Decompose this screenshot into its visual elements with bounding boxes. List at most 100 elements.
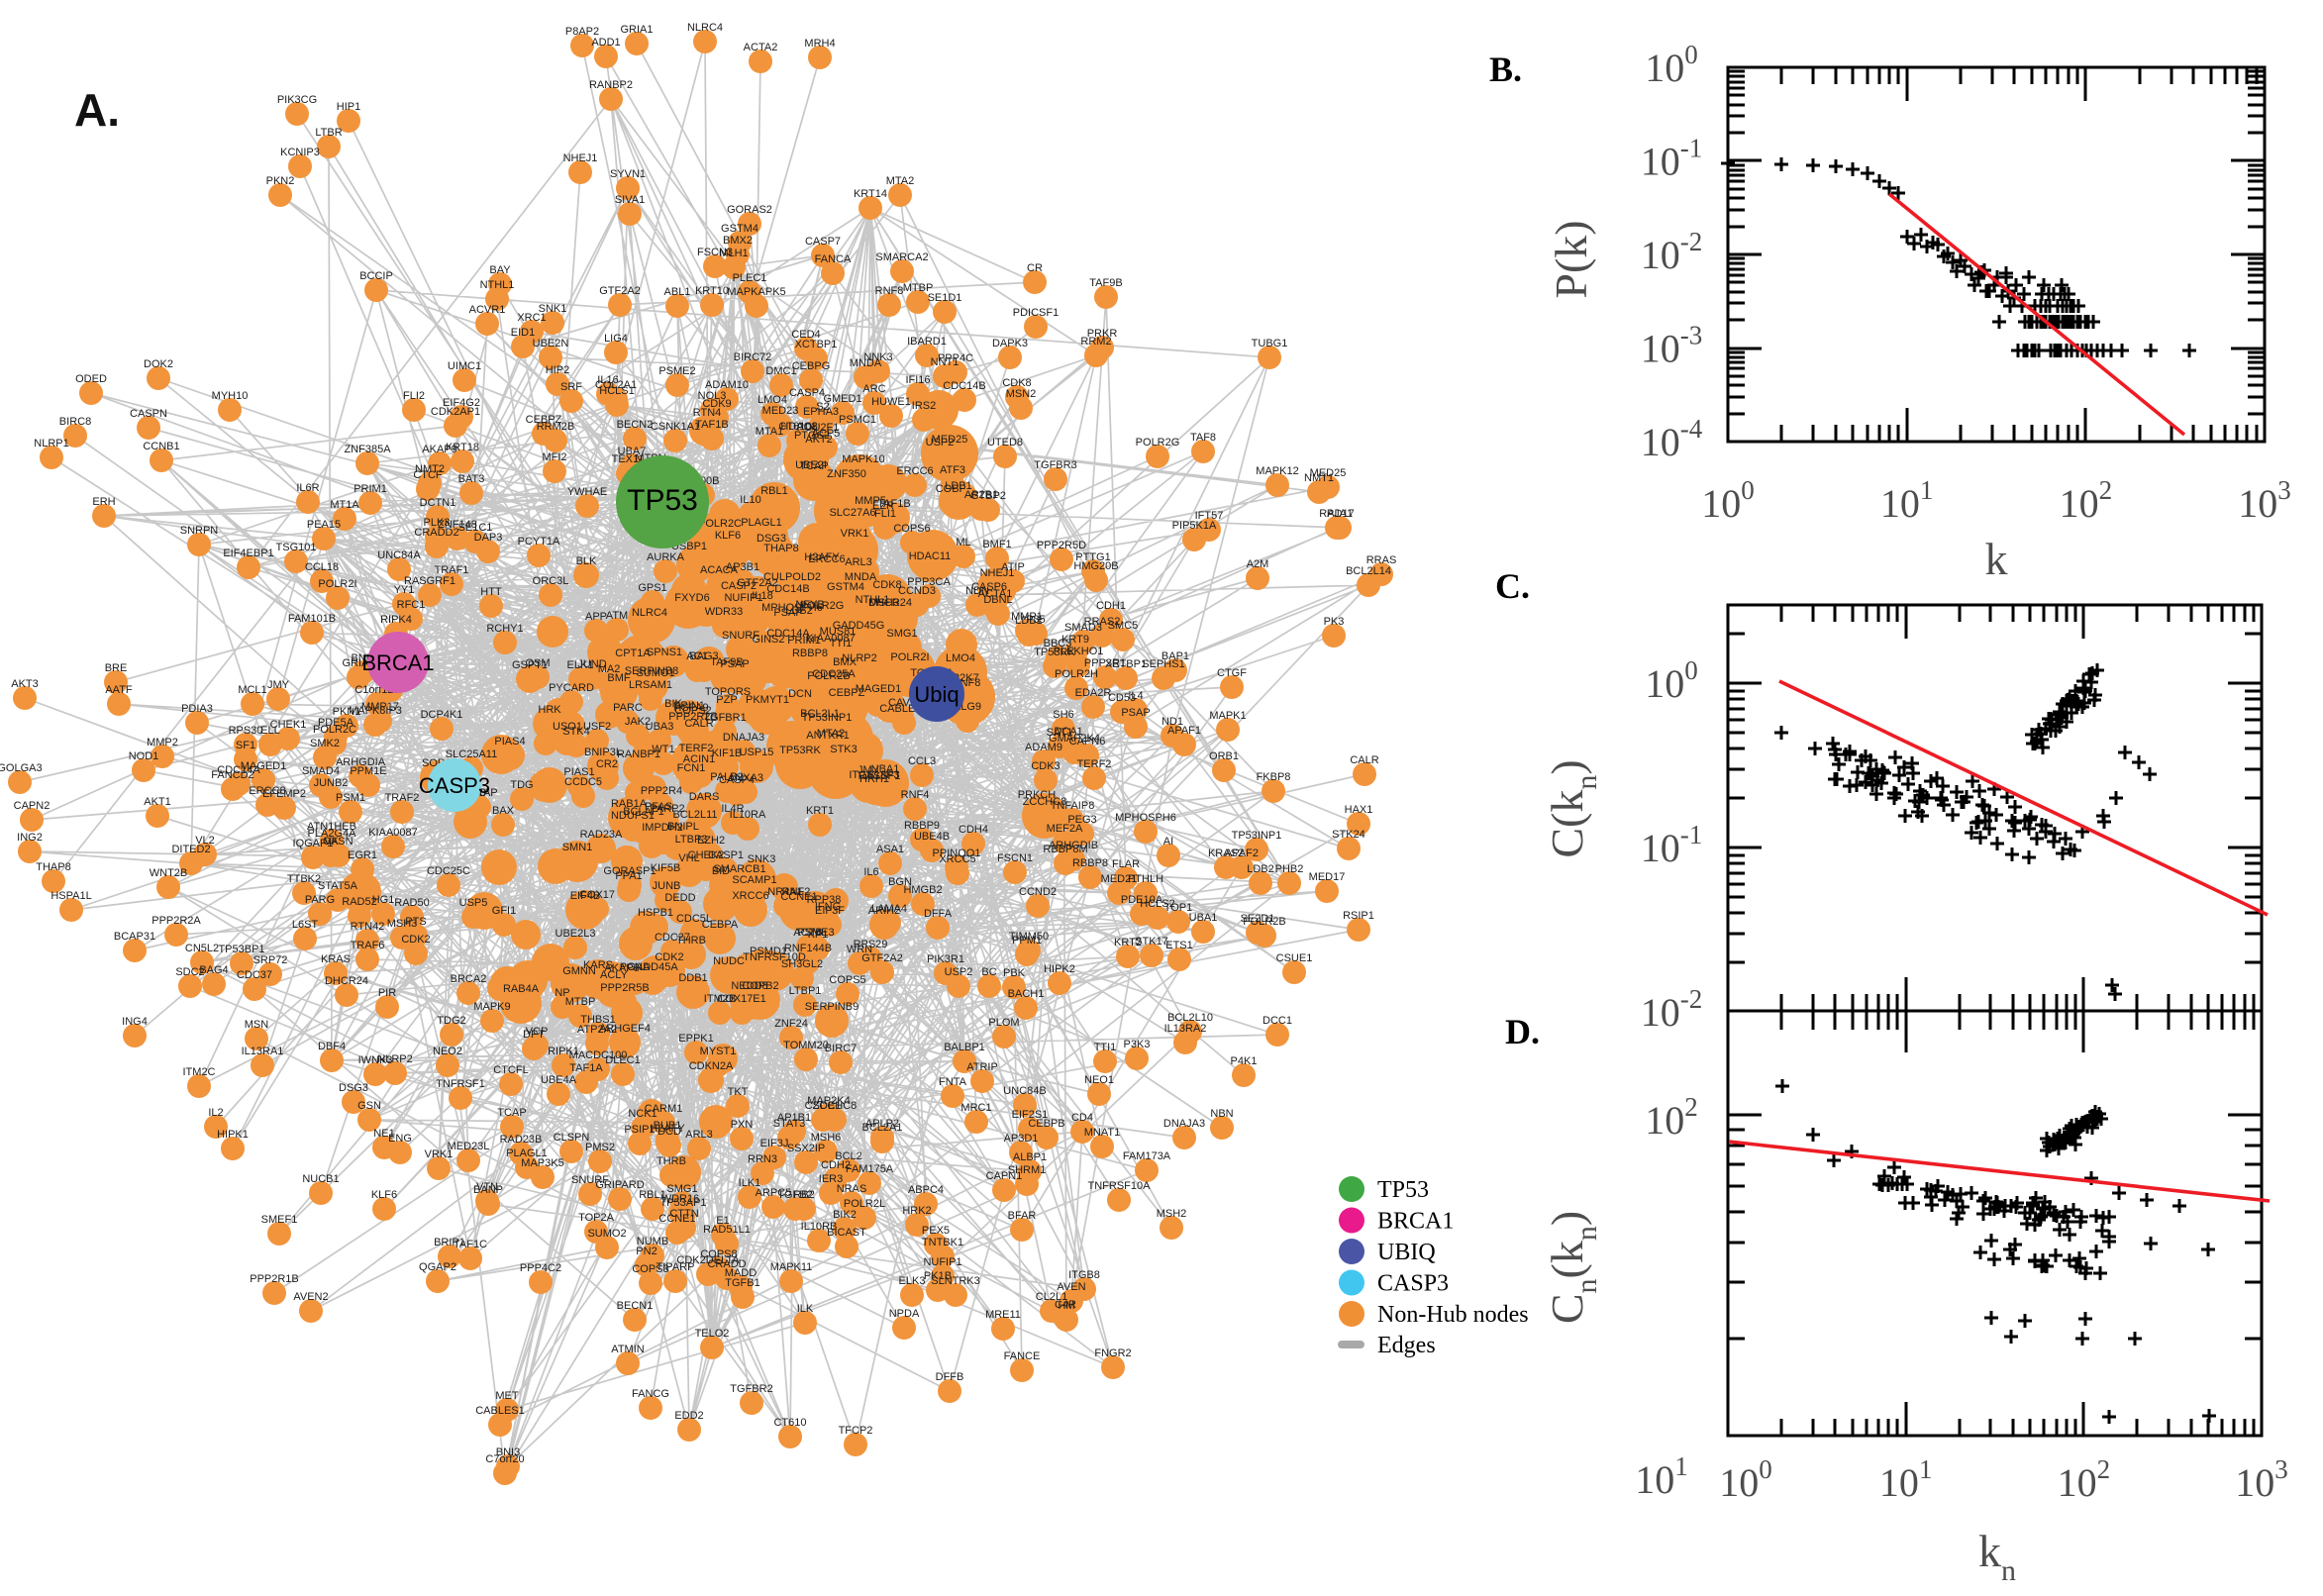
svg-text:ATP2A2: ATP2A2 — [577, 1024, 617, 1036]
svg-text:CTGF: CTGF — [1217, 667, 1247, 679]
svg-text:YWHAE: YWHAE — [567, 486, 607, 498]
svg-text:PPP3R1: PPP3R1 — [1084, 657, 1126, 669]
svg-text:CTTN: CTTN — [669, 1208, 698, 1220]
svg-text:LDB2: LDB2 — [1247, 863, 1274, 875]
svg-text:ANXA3: ANXA3 — [728, 772, 763, 784]
svg-text:PSMC1: PSMC1 — [839, 414, 876, 426]
svg-text:ATIP: ATIP — [1001, 561, 1025, 573]
svg-text:PPP2R5D: PPP2R5D — [1037, 540, 1086, 551]
svg-text:MEF2A: MEF2A — [1047, 823, 1083, 835]
svg-text:UBA1: UBA1 — [871, 763, 900, 775]
svg-text:NHEJ1: NHEJ1 — [563, 152, 598, 164]
svg-text:RASSF1: RASSF1 — [858, 770, 901, 782]
svg-text:TAF1B: TAF1B — [877, 498, 910, 510]
svg-text:BFAR: BFAR — [1008, 1210, 1037, 1222]
svg-text:DLEC1: DLEC1 — [605, 1054, 640, 1066]
svg-text:BCL2L11: BCL2L11 — [672, 809, 717, 821]
svg-text:PDE5A: PDE5A — [318, 717, 354, 729]
svg-text:RTN42: RTN42 — [351, 921, 385, 933]
svg-text:DHCR24: DHCR24 — [868, 597, 912, 609]
svg-text:COX17: COX17 — [579, 889, 615, 901]
svg-text:DEDD: DEDD — [664, 892, 695, 904]
svg-text:RAB4A: RAB4A — [503, 983, 540, 995]
svg-text:IL13RA1: IL13RA1 — [242, 1046, 284, 1057]
svg-text:BRCA1: BRCA1 — [1377, 1209, 1454, 1235]
svg-text:MED21: MED21 — [1101, 873, 1138, 885]
svg-text:LTBP3: LTBP3 — [675, 834, 708, 846]
svg-text:RAD23B: RAD23B — [500, 1134, 543, 1146]
svg-text:CDC37: CDC37 — [237, 969, 272, 981]
svg-text:BCL2A1: BCL2A1 — [862, 1122, 903, 1134]
svg-text:ACACA: ACACA — [700, 564, 739, 576]
svg-text:TTI1: TTI1 — [830, 638, 853, 649]
svg-text:MAPK9: MAPK9 — [473, 1001, 510, 1013]
svg-text:CAPN1: CAPN1 — [986, 1170, 1023, 1182]
svg-text:PN2: PN2 — [636, 1246, 656, 1257]
svg-text:ACTA1: ACTA1 — [978, 588, 1013, 600]
svg-text:TRAF6: TRAF6 — [351, 940, 385, 951]
svg-text:LDB1: LDB1 — [945, 480, 972, 492]
svg-text:CDC25C: CDC25C — [427, 865, 470, 877]
svg-text:DITED2: DITED2 — [171, 844, 210, 855]
svg-text:SMARCA2: SMARCA2 — [875, 251, 928, 263]
svg-text:GTF2A2: GTF2A2 — [599, 285, 641, 297]
svg-text:UBA1: UBA1 — [1189, 912, 1218, 924]
svg-text:DBF4: DBF4 — [318, 1041, 346, 1052]
svg-text:ARL3: ARL3 — [845, 556, 872, 568]
svg-text:MED25: MED25 — [1310, 467, 1347, 479]
svg-text:TNFRSF10D: TNFRSF10D — [743, 951, 806, 963]
svg-text:PARP2: PARP2 — [650, 803, 684, 815]
svg-text:A2M: A2M — [1247, 558, 1269, 570]
svg-text:KRT1: KRT1 — [806, 805, 834, 817]
svg-text:COPS2: COPS2 — [674, 705, 711, 717]
svg-text:PLA2G4A: PLA2G4A — [308, 828, 357, 840]
svg-text:S2: S2 — [816, 401, 829, 413]
svg-text:MED25: MED25 — [932, 434, 968, 446]
svg-text:MCL1: MCL1 — [238, 684, 266, 696]
svg-text:NUCB1: NUCB1 — [302, 1173, 339, 1185]
svg-text:STK17: STK17 — [1135, 936, 1168, 948]
svg-text:CHEK1: CHEK1 — [270, 719, 307, 731]
svg-text:TKT: TKT — [728, 1086, 749, 1098]
svg-text:FLAR: FLAR — [1112, 858, 1140, 870]
svg-text:PIAS4: PIAS4 — [494, 736, 525, 748]
svg-text:STAT3: STAT3 — [773, 1118, 806, 1130]
svg-text:CDKN2A: CDKN2A — [689, 1060, 734, 1072]
svg-text:SLNTRK3: SLNTRK3 — [931, 1275, 980, 1287]
svg-text:ENG: ENG — [388, 1133, 412, 1145]
svg-text:ITGB8: ITGB8 — [1068, 1269, 1100, 1281]
svg-text:LTBP1: LTBP1 — [789, 985, 822, 997]
svg-text:CCNB1: CCNB1 — [143, 441, 179, 452]
svg-text:TAF1B: TAF1B — [695, 419, 728, 431]
svg-text:SMAD3: SMAD3 — [1064, 622, 1102, 634]
svg-text:Edges: Edges — [1377, 1333, 1436, 1358]
svg-text:COPS6: COPS6 — [893, 523, 930, 535]
svg-text:ZNF148: ZNF148 — [438, 519, 477, 531]
svg-text:P(k): P(k) — [1546, 220, 1596, 298]
svg-text:COPS3: COPS3 — [632, 1263, 668, 1275]
svg-text:CDC14A: CDC14A — [217, 764, 260, 776]
svg-text:CDK8: CDK8 — [872, 579, 901, 591]
svg-text:STK4: STK4 — [562, 726, 590, 738]
svg-text:ACTB: ACTB — [793, 927, 822, 939]
svg-text:MSH6: MSH6 — [811, 1132, 842, 1144]
svg-text:C7orf20: C7orf20 — [485, 1453, 524, 1465]
svg-text:NUFIP1: NUFIP1 — [923, 1256, 961, 1268]
svg-text:CASPN: CASPN — [130, 408, 167, 420]
svg-text:MTBP: MTBP — [565, 996, 596, 1008]
svg-text:RNF2: RNF2 — [782, 886, 811, 898]
svg-text:SMN1: SMN1 — [562, 842, 593, 853]
svg-text:STK3: STK3 — [830, 744, 858, 755]
svg-text:BAG3: BAG3 — [689, 650, 718, 662]
svg-text:CCDC5: CCDC5 — [564, 776, 602, 788]
svg-text:DSG3: DSG3 — [757, 533, 786, 545]
svg-text:BIRC7: BIRC7 — [825, 1043, 857, 1054]
svg-text:CASP2: CASP2 — [721, 580, 757, 592]
svg-text:GRIA1: GRIA1 — [620, 24, 653, 36]
svg-text:SNK3: SNK3 — [748, 853, 776, 865]
svg-text:RNF8: RNF8 — [875, 285, 904, 297]
svg-text:BCL2L10: BCL2L10 — [1167, 1012, 1213, 1024]
svg-text:MAGED1: MAGED1 — [241, 760, 286, 772]
svg-text:POLR2C: POLR2C — [313, 724, 356, 736]
svg-text:P4K1: P4K1 — [1231, 1055, 1258, 1067]
